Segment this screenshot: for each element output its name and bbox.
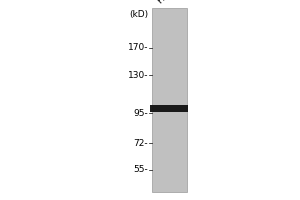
Bar — [150, 104, 188, 112]
Text: 170-: 170- — [128, 44, 148, 52]
Text: 130-: 130- — [128, 71, 148, 79]
Text: 95-: 95- — [133, 108, 148, 117]
Text: 72-: 72- — [134, 138, 148, 148]
Text: HuvEc: HuvEc — [156, 0, 182, 5]
Text: (kD): (kD) — [129, 10, 148, 19]
Bar — [152, 8, 187, 192]
Text: 55-: 55- — [133, 166, 148, 174]
